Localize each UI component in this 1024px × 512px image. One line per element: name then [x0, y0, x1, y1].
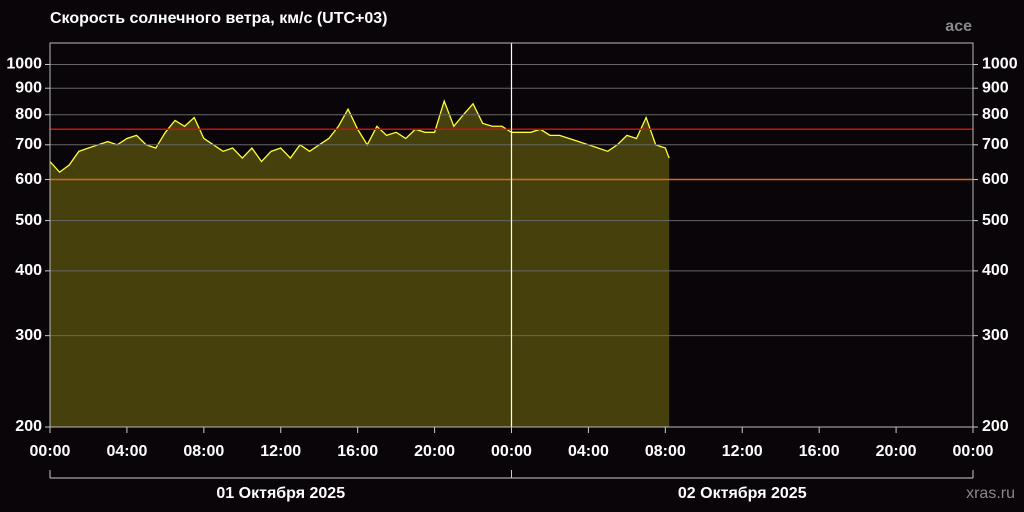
- site-label: xras.ru: [966, 485, 1015, 502]
- x-tick-label: 16:00: [799, 443, 840, 460]
- y-tick-label: 200: [15, 418, 42, 435]
- source-label: ace: [945, 18, 972, 35]
- y-tick-label: 300: [982, 327, 1009, 344]
- y-tick-label: 200: [982, 418, 1009, 435]
- x-tick-label: 00:00: [30, 443, 71, 460]
- x-tick-label: 20:00: [414, 443, 455, 460]
- day-label: 02 Октября 2025: [678, 485, 807, 502]
- y-tick-label: 700: [15, 136, 42, 153]
- x-tick-label: 12:00: [722, 443, 763, 460]
- x-tick-label: 08:00: [645, 443, 686, 460]
- x-tick-label: 12:00: [260, 443, 301, 460]
- line: [49, 99, 670, 174]
- y-tick-label: 800: [15, 106, 42, 123]
- y-tick-label: 700: [982, 136, 1009, 153]
- x-tick-label: 00:00: [491, 443, 532, 460]
- y-tick-label: 900: [982, 79, 1009, 96]
- y-tick-label: 400: [982, 262, 1009, 279]
- plot-frame: [49, 42, 974, 428]
- y-tick-label: 1000: [6, 56, 42, 73]
- area: [50, 101, 670, 427]
- y-tick-label: 400: [15, 262, 42, 279]
- y-tick-label: 500: [15, 212, 42, 229]
- y-tick-label: 1000: [982, 56, 1018, 73]
- x-tick-label: 08:00: [183, 443, 224, 460]
- x-tick-label: 04:00: [568, 443, 609, 460]
- y-tick-label: 600: [15, 171, 42, 188]
- y-tick-label: 300: [15, 327, 42, 344]
- y-tick-label: 900: [15, 79, 42, 96]
- y-tick-label: 600: [982, 171, 1009, 188]
- y-tick-label: 800: [982, 106, 1009, 123]
- x-tick-label: 16:00: [337, 443, 378, 460]
- y-tick-label: 500: [982, 212, 1009, 229]
- day-label: 01 Октября 2025: [216, 485, 345, 502]
- x-tick-label: 04:00: [106, 443, 147, 460]
- chart-title: Скорость солнечного ветра, км/с (UTC+03): [50, 10, 388, 27]
- x-tick-label: 00:00: [953, 443, 994, 460]
- x-tick-label: 20:00: [876, 443, 917, 460]
